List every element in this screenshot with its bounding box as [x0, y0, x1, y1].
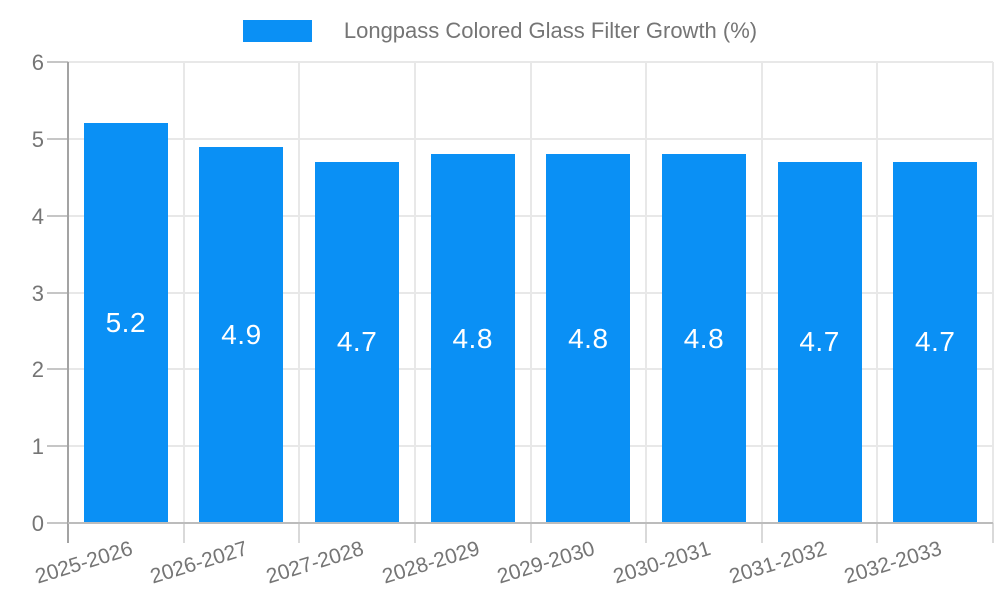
- legend[interactable]: Longpass Colored Glass Filter Growth (%): [0, 17, 1000, 45]
- x-gridline: [992, 62, 994, 523]
- bar-value-label: 4.7: [799, 326, 840, 358]
- bar-value-label: 4.7: [914, 326, 956, 358]
- x-tick-label: 2027-2028: [263, 537, 367, 589]
- y-axis-tick: [47, 214, 68, 217]
- bar-value-label: 4.9: [221, 318, 262, 350]
- x-tick-label: 2025-2026: [32, 537, 136, 589]
- x-tick-label: 2031-2032: [726, 537, 829, 589]
- y-tick-label: 2: [31, 357, 44, 383]
- bar-value-label: 4.8: [452, 322, 493, 354]
- y-tick-label: 5: [31, 126, 44, 152]
- plot-area: 5.2 4.9 4.7 4.8 4.8 4.8 4.7 4.7: [68, 61, 994, 523]
- bar: 4.7: [777, 161, 862, 523]
- bar: 4.9: [199, 146, 284, 523]
- x-axis-tick: [182, 523, 185, 543]
- x-axis-tick: [760, 523, 763, 543]
- x-gridline: [876, 62, 879, 523]
- x-axis-tick: [413, 523, 416, 543]
- x-gridline: [529, 62, 532, 523]
- y-tick-label: 3: [31, 280, 44, 306]
- bar-value-label: 4.8: [683, 322, 725, 354]
- y-axis-tick: [47, 291, 68, 294]
- bar: 4.8: [661, 154, 746, 523]
- y-axis-line: [67, 62, 69, 543]
- bar: 4.7: [893, 161, 978, 523]
- x-tick-label: 2032-2033: [841, 537, 945, 589]
- x-gridline: [760, 62, 763, 523]
- y-axis-tick: [47, 445, 68, 448]
- x-axis-tick: [876, 523, 879, 543]
- bar-value-label: 5.2: [105, 307, 147, 339]
- legend-swatch: [242, 20, 312, 42]
- x-tick-label: 2028-2029: [379, 537, 483, 589]
- legend-label: Longpass Colored Glass Filter Growth (%): [343, 17, 758, 43]
- x-gridline: [645, 62, 648, 523]
- y-axis-tick: [47, 368, 68, 371]
- y-tick-label: 6: [31, 50, 44, 75]
- x-gridline: [298, 62, 301, 523]
- x-tick-label: 2029-2030: [494, 537, 598, 589]
- bar: 5.2: [83, 123, 168, 523]
- x-gridline: [182, 62, 185, 523]
- bar: 4.7: [315, 161, 400, 523]
- y-axis-tick: [47, 137, 68, 140]
- x-axis-tick: [645, 523, 648, 543]
- y-axis-tick: [47, 61, 68, 63]
- y-axis-tick: [47, 522, 68, 524]
- bar-value-label: 4.8: [568, 322, 609, 354]
- x-tick-label: 2030-2031: [610, 537, 714, 589]
- x-gridline: [413, 62, 416, 523]
- bar: 4.8: [546, 154, 631, 523]
- x-axis-line: [68, 522, 993, 524]
- y-tick-label: 4: [31, 203, 44, 229]
- bar-value-label: 4.7: [336, 326, 378, 358]
- y-tick-label: 0: [31, 511, 44, 536]
- x-axis-tick: [529, 523, 532, 543]
- x-axis-tick: [992, 523, 994, 543]
- y-tick-label: 1: [31, 434, 44, 460]
- bar: 4.8: [430, 154, 515, 523]
- x-axis-tick: [298, 523, 301, 543]
- x-tick-label: 2026-2027: [148, 537, 251, 589]
